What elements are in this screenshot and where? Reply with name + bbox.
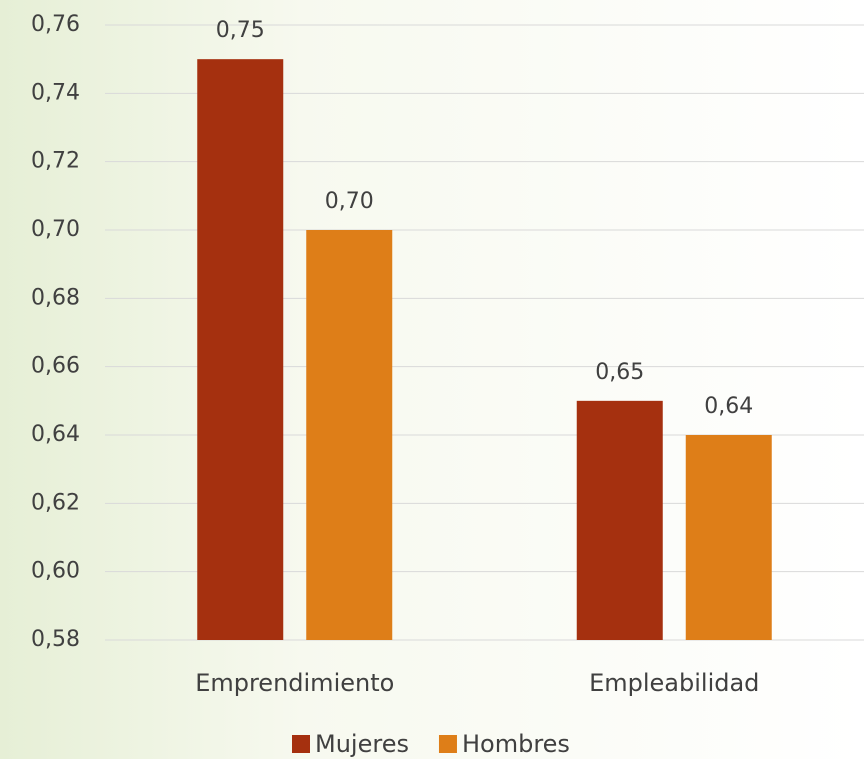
legend-label: Mujeres bbox=[315, 730, 409, 758]
y-tick-label: 0,68 bbox=[31, 285, 80, 310]
y-tick-label: 0,62 bbox=[31, 490, 80, 515]
bar bbox=[197, 59, 284, 640]
bar bbox=[306, 230, 393, 640]
y-tick-label: 0,60 bbox=[31, 559, 80, 584]
bar bbox=[576, 400, 663, 640]
value-label: 0,75 bbox=[216, 18, 265, 43]
y-tick-label: 0,64 bbox=[31, 422, 80, 447]
legend-swatch bbox=[438, 735, 457, 753]
value-label: 0,65 bbox=[595, 360, 644, 385]
x-tick-label: Empleabilidad bbox=[589, 669, 759, 697]
value-label: 0,70 bbox=[325, 189, 374, 214]
bar bbox=[685, 435, 772, 640]
legend-label: Hombres bbox=[462, 730, 570, 758]
y-tick-label: 0,72 bbox=[31, 149, 80, 174]
y-tick-label: 0,58 bbox=[31, 627, 80, 652]
x-tick-label: Emprendimiento bbox=[195, 669, 394, 697]
y-tick-label: 0,76 bbox=[31, 12, 80, 37]
y-tick-label: 0,74 bbox=[31, 80, 80, 105]
y-tick-label: 0,70 bbox=[31, 217, 80, 242]
y-tick-label: 0,66 bbox=[31, 354, 80, 379]
value-label: 0,64 bbox=[704, 394, 753, 419]
legend-swatch bbox=[292, 735, 310, 753]
